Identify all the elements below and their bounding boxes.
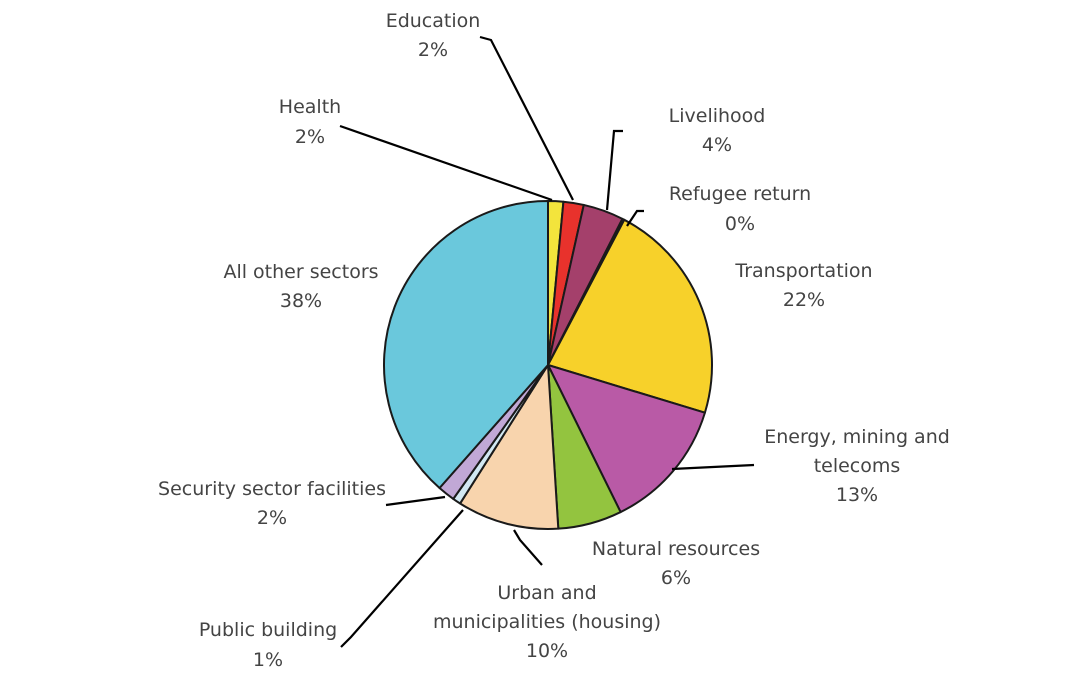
label-pct-other: 38% <box>280 290 322 312</box>
label-name-other: All other sectors <box>223 261 378 283</box>
label-name-energy-line1: Energy, mining and <box>764 426 950 448</box>
pie-slices <box>383 200 713 531</box>
label-pct-natural: 6% <box>661 567 691 589</box>
leader-public <box>340 509 464 648</box>
label-name-health: Health <box>279 96 341 118</box>
slice-energy <box>547 364 706 514</box>
label-pct-urban: 10% <box>526 640 568 662</box>
slice-labels: Education 2% Health 2% Livelihood 4% Ref… <box>158 10 950 671</box>
leader-urban <box>513 529 543 566</box>
label-pct-security: 2% <box>257 507 287 529</box>
leader-education <box>479 35 574 201</box>
slice-urban <box>459 364 560 531</box>
label-pct-education: 2% <box>418 39 448 61</box>
label-name-urban-line1: Urban and <box>497 582 596 604</box>
leader-refugee <box>626 209 644 227</box>
label-name-transport: Transportation <box>734 260 872 282</box>
label-name-refugee: Refugee return <box>669 183 811 205</box>
leader-livelihood <box>605 129 623 211</box>
leader-security <box>385 495 446 507</box>
label-name-natural: Natural resources <box>592 538 760 560</box>
slice-other <box>383 200 549 490</box>
slice-transport <box>547 218 713 414</box>
label-name-urban-line2: municipalities (housing) <box>433 611 661 633</box>
label-pct-transport: 22% <box>783 289 825 311</box>
leader-energy <box>671 463 755 471</box>
leader-health <box>339 124 553 202</box>
label-name-public: Public building <box>199 619 337 641</box>
leader-lines <box>339 35 755 648</box>
label-name-energy-line2: telecoms <box>814 455 901 477</box>
label-name-education: Education <box>386 10 481 32</box>
label-name-livelihood: Livelihood <box>669 105 766 127</box>
label-pct-refugee: 0% <box>725 213 755 235</box>
label-pct-energy: 13% <box>836 484 878 506</box>
label-pct-health: 2% <box>295 126 325 148</box>
label-pct-livelihood: 4% <box>702 134 732 156</box>
label-name-security: Security sector facilities <box>158 478 386 500</box>
label-pct-public: 1% <box>253 649 283 671</box>
